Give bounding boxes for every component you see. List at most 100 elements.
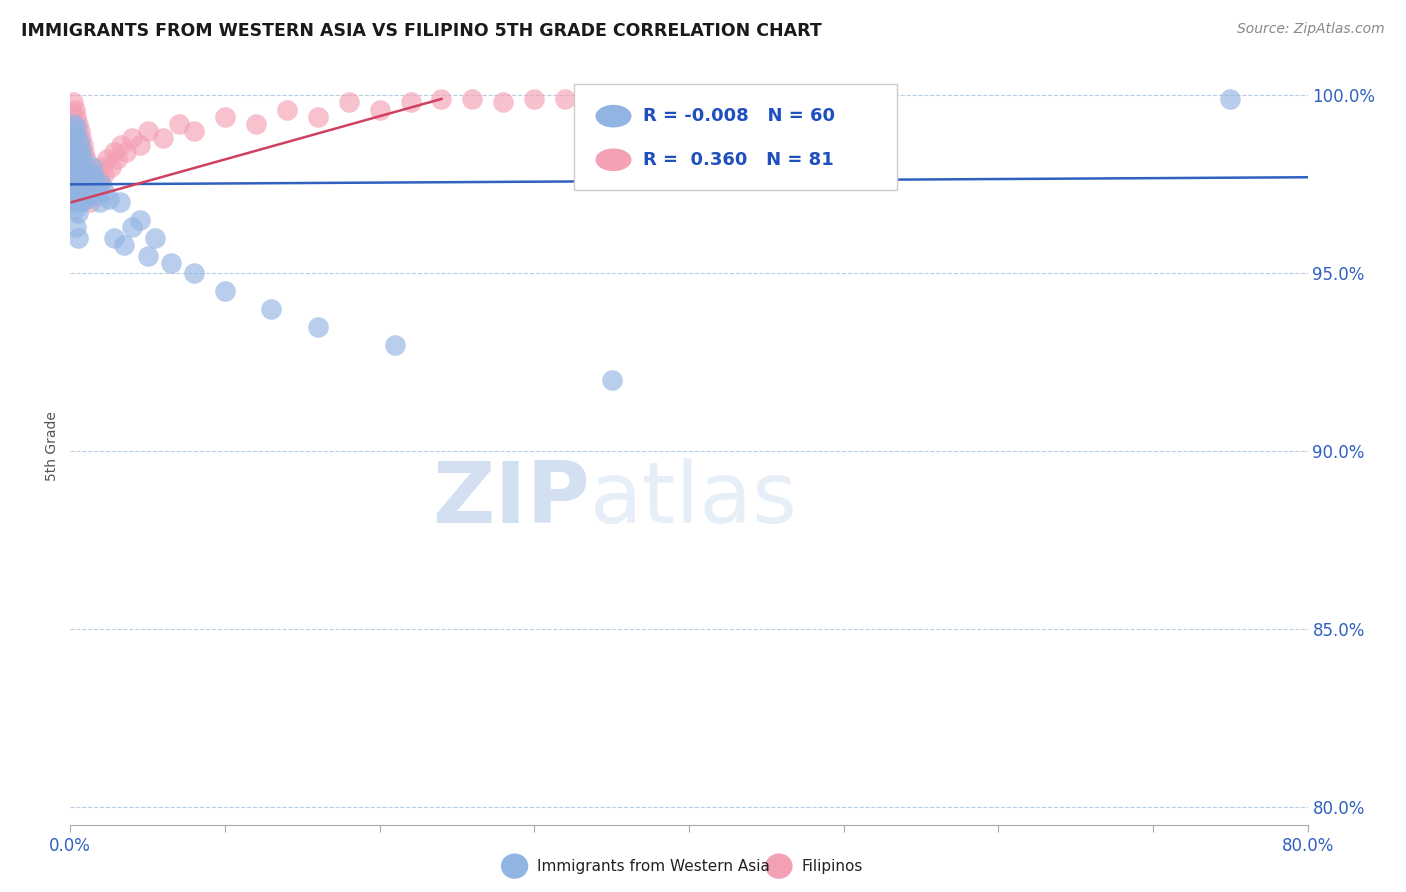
Point: [62, 95, 84, 110]
Point: [89, 195, 111, 210]
Point: [832, 92, 855, 106]
Point: [69, 124, 91, 138]
Point: [523, 92, 546, 106]
Point: [77, 188, 100, 202]
Point: [62, 167, 84, 181]
Circle shape: [502, 855, 527, 878]
Point: [75, 174, 97, 188]
Point: [214, 110, 236, 124]
Point: [183, 124, 205, 138]
Point: [80, 181, 103, 195]
Point: [90, 160, 112, 174]
Point: [67, 160, 90, 174]
Point: [87, 188, 110, 202]
Point: [152, 131, 174, 145]
Point: [67, 181, 90, 195]
Point: [616, 92, 638, 106]
Point: [60, 106, 83, 120]
Point: [65, 153, 87, 167]
Point: [115, 145, 138, 160]
Point: [72, 181, 94, 195]
Point: [114, 238, 135, 252]
Point: [76, 160, 98, 174]
Point: [307, 319, 329, 334]
Point: [87, 167, 110, 181]
Point: [72, 160, 94, 174]
Point: [67, 156, 90, 170]
Point: [70, 170, 93, 185]
Point: [93, 167, 115, 181]
Point: [60, 149, 83, 163]
Circle shape: [596, 149, 631, 170]
Point: [60, 174, 83, 188]
Point: [62, 117, 84, 131]
Point: [770, 92, 793, 106]
Point: [492, 95, 515, 110]
Point: [73, 188, 96, 202]
Point: [276, 103, 298, 117]
Point: [82, 167, 105, 181]
Point: [67, 206, 90, 220]
Point: [98, 192, 120, 206]
Point: [77, 181, 100, 195]
Point: [70, 195, 93, 210]
FancyBboxPatch shape: [574, 84, 897, 191]
Point: [67, 117, 90, 131]
Text: ZIP: ZIP: [432, 458, 591, 541]
Point: [72, 178, 94, 192]
Point: [136, 124, 159, 138]
Point: [62, 181, 84, 195]
Point: [399, 95, 422, 110]
Point: [79, 174, 101, 188]
Point: [86, 181, 108, 195]
Point: [65, 120, 87, 135]
Text: Immigrants from Western Asia: Immigrants from Western Asia: [537, 859, 770, 873]
Point: [69, 188, 91, 202]
Point: [368, 103, 391, 117]
Point: [75, 192, 97, 206]
Point: [67, 131, 90, 145]
Point: [62, 138, 84, 153]
Point: [82, 167, 105, 181]
Point: [307, 110, 329, 124]
Point: [84, 174, 107, 188]
Point: [103, 231, 125, 245]
Point: [160, 255, 183, 269]
Point: [69, 188, 91, 202]
Point: [67, 181, 90, 195]
Point: [62, 160, 84, 174]
Text: IMMIGRANTS FROM WESTERN ASIA VS FILIPINO 5TH GRADE CORRELATION CHART: IMMIGRANTS FROM WESTERN ASIA VS FILIPINO…: [21, 22, 823, 40]
Point: [461, 92, 484, 106]
Point: [585, 95, 607, 110]
Text: atlas: atlas: [591, 458, 799, 541]
Point: [79, 188, 101, 202]
Text: R = -0.008   N = 60: R = -0.008 N = 60: [643, 107, 835, 125]
Point: [67, 138, 90, 153]
Point: [70, 174, 93, 188]
Point: [678, 92, 700, 106]
Point: [75, 167, 97, 181]
Point: [73, 145, 96, 160]
Point: [600, 373, 623, 387]
Point: [384, 337, 406, 351]
Point: [72, 138, 94, 153]
Point: [69, 138, 91, 153]
Point: [77, 167, 100, 181]
Point: [647, 92, 669, 106]
Point: [121, 220, 143, 235]
Point: [73, 167, 96, 181]
Y-axis label: 5th Grade: 5th Grade: [45, 411, 59, 481]
Point: [100, 160, 122, 174]
Point: [63, 124, 86, 138]
Point: [110, 138, 132, 153]
Point: [65, 170, 87, 185]
Point: [79, 195, 101, 210]
Point: [73, 185, 96, 199]
Point: [65, 195, 87, 210]
Point: [65, 174, 87, 188]
Point: [108, 195, 131, 210]
Point: [63, 178, 86, 192]
Point: [62, 142, 84, 156]
Point: [70, 131, 93, 145]
Point: [63, 188, 86, 202]
